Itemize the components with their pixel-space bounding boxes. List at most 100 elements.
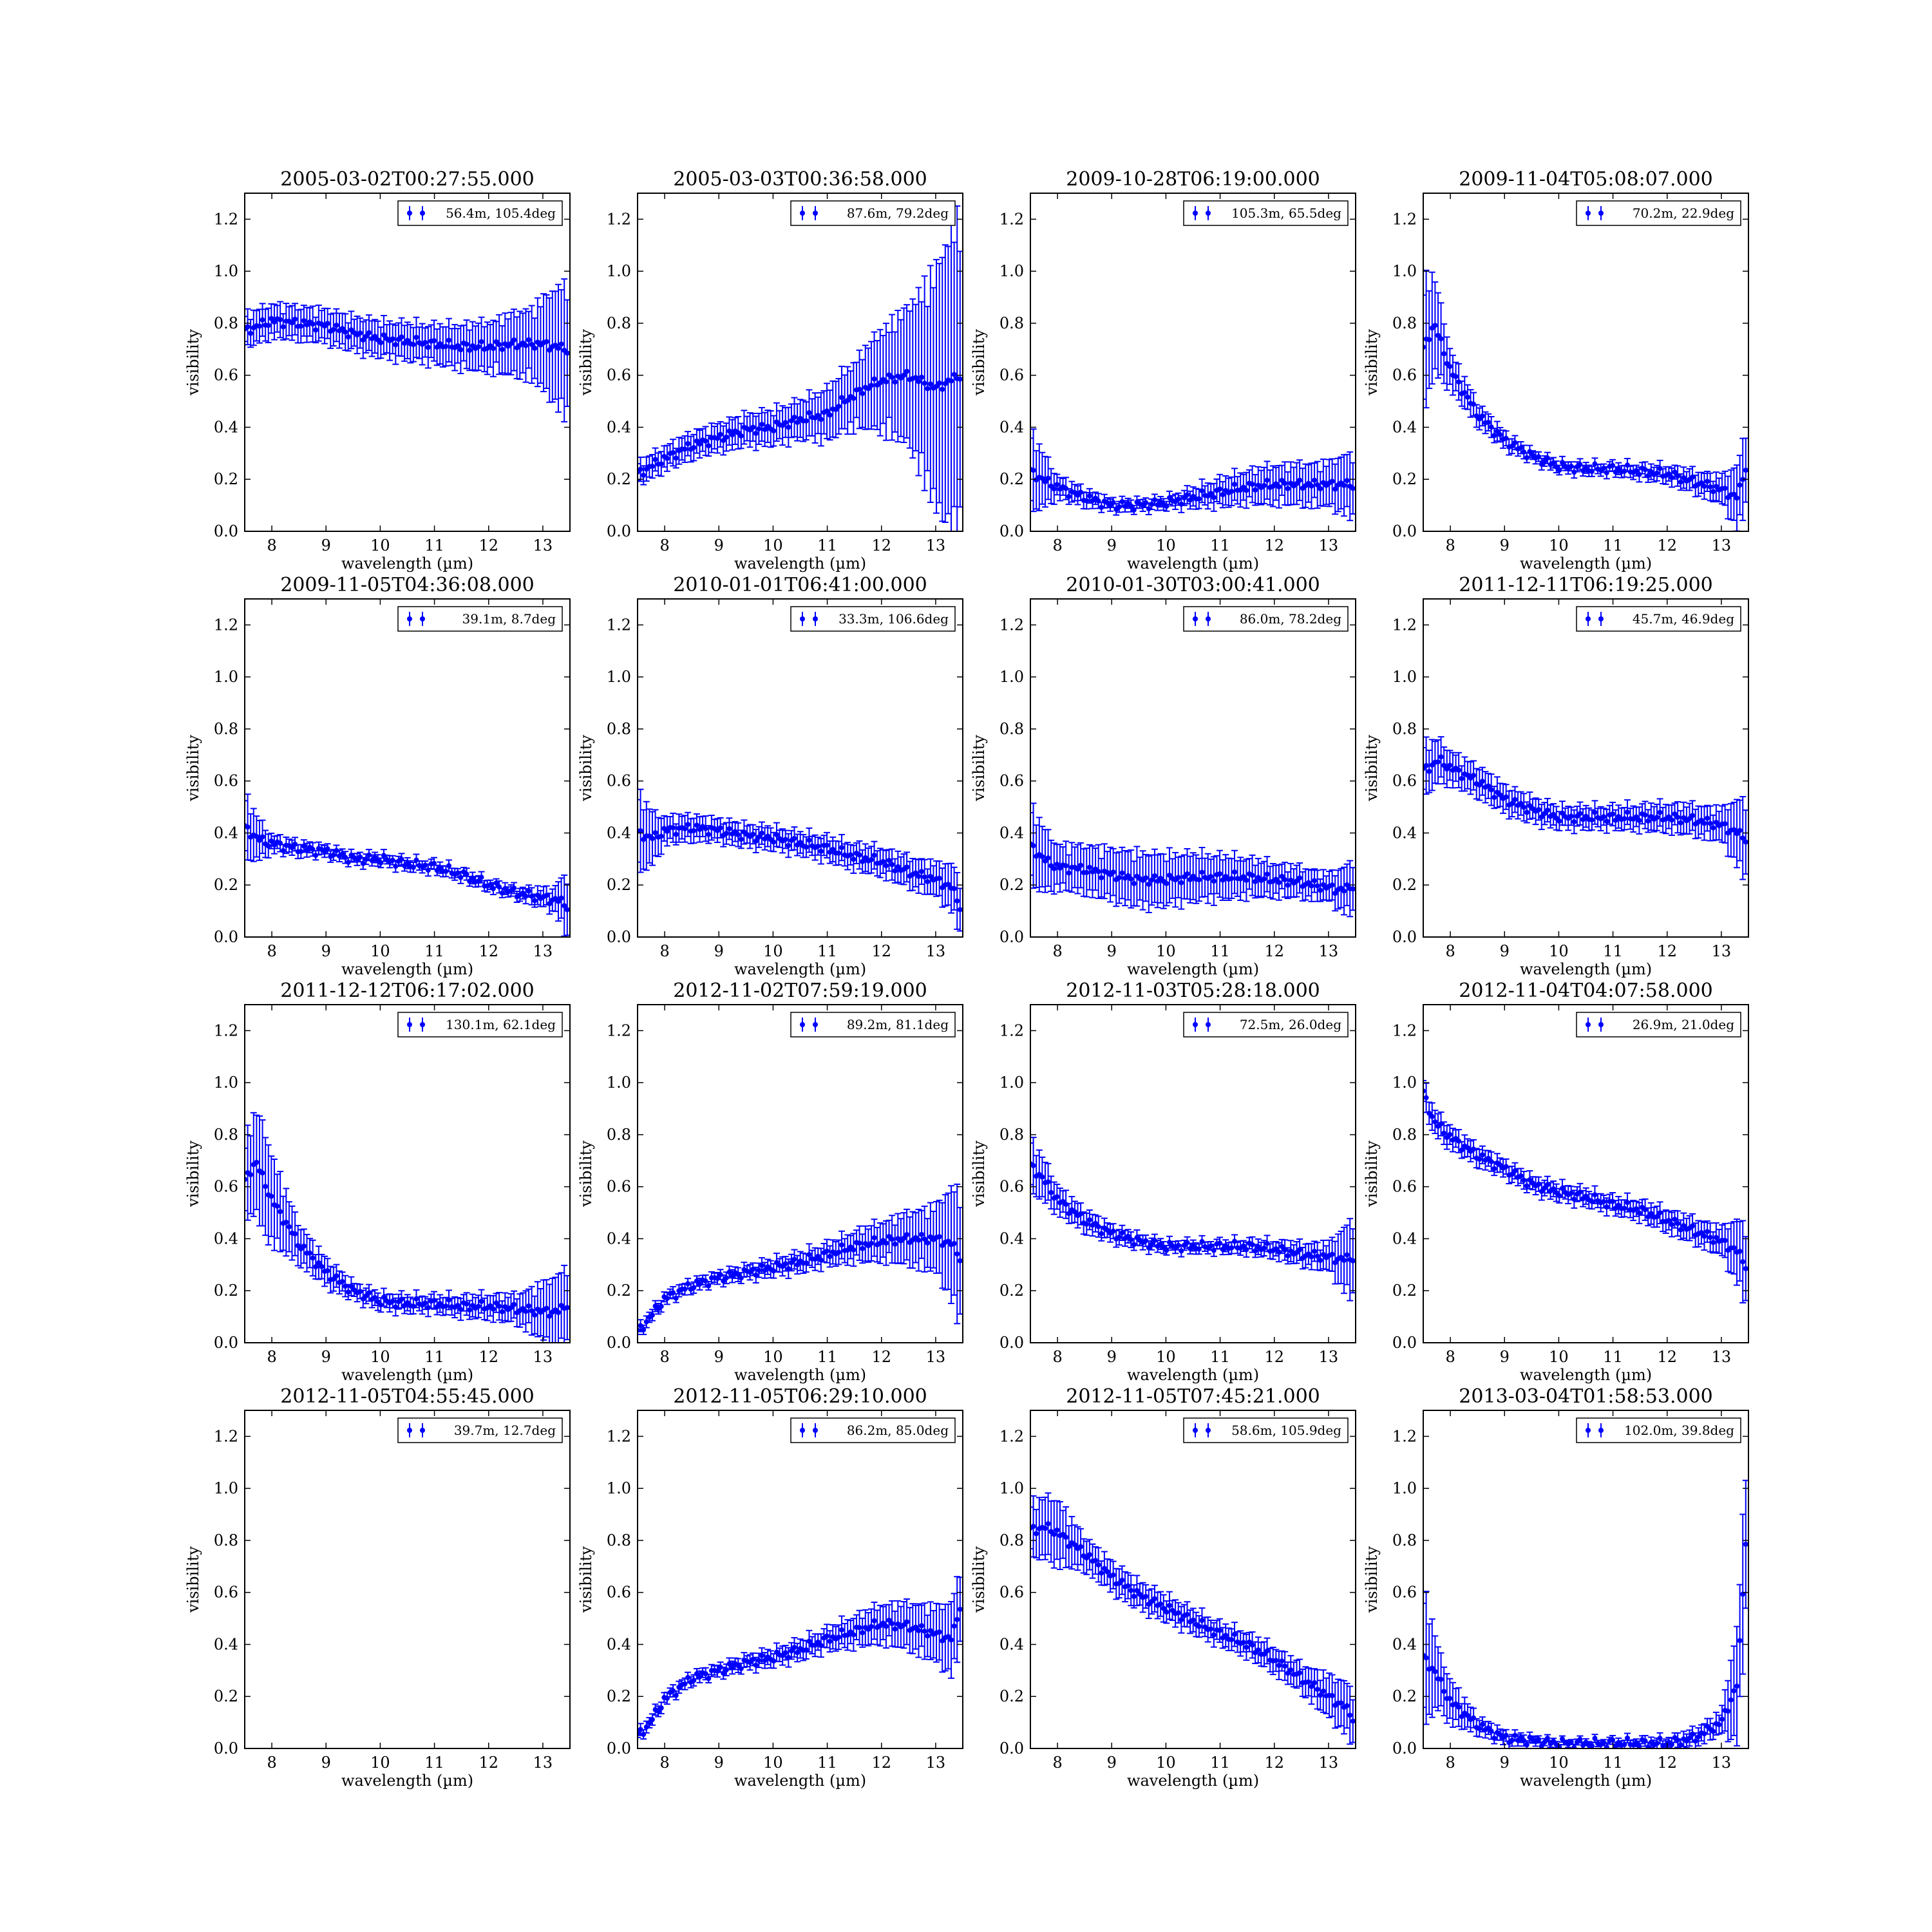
data-point xyxy=(1740,835,1746,841)
data-point xyxy=(1276,484,1282,489)
data-point xyxy=(490,346,496,352)
panel-title: 2009-11-05T04:36:08.000 xyxy=(280,574,535,596)
panel-title: 2009-10-28T06:19:00.000 xyxy=(1066,168,1320,191)
data-point xyxy=(1249,481,1255,487)
data-point xyxy=(260,834,265,840)
y-tick-label: 0.0 xyxy=(607,1334,631,1352)
data-point xyxy=(1636,818,1642,824)
data-point xyxy=(717,431,723,437)
data-point xyxy=(1462,390,1468,395)
data-point xyxy=(1509,443,1515,449)
data-point xyxy=(673,455,679,461)
data-point xyxy=(803,1260,809,1266)
y-tick-label: 0.4 xyxy=(607,824,631,842)
data-point xyxy=(301,1243,307,1249)
data-point xyxy=(803,418,809,424)
data-point xyxy=(260,317,265,323)
data-point xyxy=(1521,804,1527,810)
data-point xyxy=(1690,813,1696,819)
data-point xyxy=(1220,877,1226,883)
data-point xyxy=(1131,880,1137,886)
axes-frame xyxy=(637,193,963,532)
data-point xyxy=(1479,413,1485,419)
data-point xyxy=(1116,875,1122,880)
data-point xyxy=(815,843,821,849)
data-point xyxy=(1707,484,1713,489)
plot-area xyxy=(638,193,963,531)
x-tick-label: 8 xyxy=(1052,536,1062,554)
y-tick-label: 0.2 xyxy=(607,876,631,894)
data-point xyxy=(1045,1179,1051,1185)
legend-box xyxy=(1183,200,1349,226)
data-point xyxy=(1244,877,1249,883)
y-tick-label: 1.0 xyxy=(607,1074,631,1092)
subplot: 8 9 10 11 12 13 0.0 0.2 0.4 0.6 0.8 1.0 1.2 2010-01-3… xyxy=(970,574,1356,978)
data-point xyxy=(443,1303,449,1309)
x-tick-label: 9 xyxy=(321,942,331,960)
data-point xyxy=(511,1302,517,1307)
y-axis-label: visibility xyxy=(577,329,595,396)
data-point xyxy=(1078,862,1084,868)
data-point xyxy=(1601,814,1607,820)
data-point xyxy=(904,1232,910,1238)
x-tick-label: 11 xyxy=(817,942,837,960)
panel-title: 2010-01-30T03:00:41.000 xyxy=(1066,574,1320,596)
data-point xyxy=(532,898,538,904)
legend-marker-point xyxy=(800,616,805,621)
y-tick-label: 0.8 xyxy=(1392,314,1417,332)
data-point xyxy=(490,1306,496,1312)
data-point xyxy=(895,864,901,869)
data-point xyxy=(1099,875,1104,880)
data-point xyxy=(694,822,699,828)
data-point xyxy=(254,1159,260,1165)
plot-area xyxy=(1423,193,1748,531)
data-point xyxy=(771,839,777,845)
data-point xyxy=(1051,486,1057,492)
data-point xyxy=(363,334,369,339)
data-point xyxy=(1066,494,1072,500)
data-point xyxy=(378,340,384,346)
axes-frame xyxy=(1030,193,1356,532)
data-point xyxy=(735,832,741,838)
y-tick-label: 0.0 xyxy=(214,522,238,540)
x-tick-label: 10 xyxy=(763,536,783,554)
y-axis-label: visibility xyxy=(970,735,988,802)
data-point xyxy=(1341,888,1347,894)
data-point xyxy=(360,860,366,866)
data-point xyxy=(927,381,933,387)
x-tick-label: 9 xyxy=(714,536,724,554)
legend-marker-point xyxy=(813,616,818,621)
data-point xyxy=(670,1290,676,1296)
data-point xyxy=(404,337,410,343)
data-point xyxy=(759,1263,764,1269)
legend-label: 70.2m, 22.9deg xyxy=(1633,205,1734,221)
data-point xyxy=(1610,811,1616,817)
data-point xyxy=(532,1312,538,1318)
data-point xyxy=(857,386,862,392)
y-tick-label: 0.8 xyxy=(607,1126,631,1144)
data-point xyxy=(413,857,419,863)
data-point xyxy=(703,826,708,831)
legend-marker-point xyxy=(1206,211,1211,216)
data-point xyxy=(836,403,842,409)
data-point xyxy=(836,850,842,856)
data-point xyxy=(1518,800,1524,806)
data-point xyxy=(1426,768,1432,774)
legend-marker-point xyxy=(800,211,805,216)
data-point xyxy=(818,848,824,854)
data-point xyxy=(957,376,963,382)
data-point xyxy=(922,381,927,386)
x-tick-label: 10 xyxy=(1549,942,1569,960)
data-point xyxy=(638,466,643,472)
y-tick-label: 1.0 xyxy=(607,262,631,280)
data-point xyxy=(478,339,484,345)
data-point xyxy=(1657,810,1663,815)
data-point xyxy=(916,379,922,384)
data-point xyxy=(638,828,643,834)
data-point xyxy=(1722,821,1728,827)
data-point xyxy=(726,428,732,434)
y-axis-label: visibility xyxy=(1363,735,1381,802)
data-point xyxy=(535,893,540,898)
y-tick-label: 0.8 xyxy=(214,314,238,332)
x-axis-label: wavelength (µm) xyxy=(734,960,866,978)
